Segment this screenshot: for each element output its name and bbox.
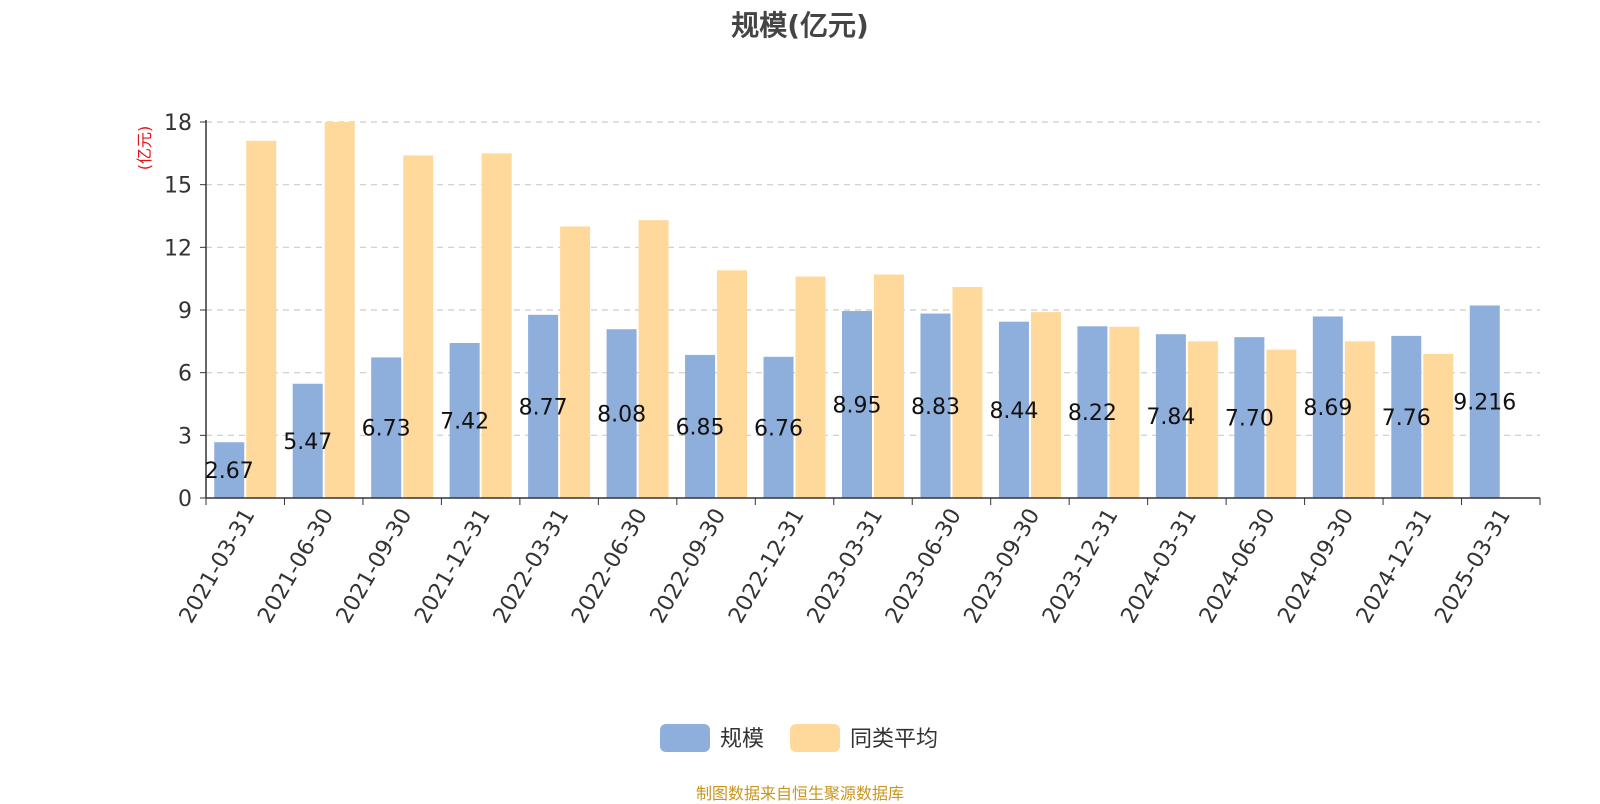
data-label: 7.84	[1146, 405, 1195, 430]
bar-chart: 0 3 6 9 12 15 18 (亿元) 2021-03-312021-06-302021-0…	[135, 111, 1541, 752]
legend-swatch	[660, 724, 710, 752]
data-label: 8.22	[1068, 401, 1117, 426]
bar-peer-average	[1344, 341, 1375, 498]
x-tick-label: 2023-03-31	[803, 505, 889, 628]
x-tick-label: 2022-09-30	[646, 505, 732, 628]
x-tick-label: 2023-12-31	[1038, 505, 1124, 628]
data-label: 8.77	[519, 395, 568, 420]
x-tick-label: 2023-09-30	[960, 505, 1046, 628]
bar-peer-average	[638, 220, 669, 498]
data-labels-layer: 2.67 5.47 6.73 7.42 8.77 8.08 6.85 6.76 8.95 8.83…	[205, 391, 1517, 484]
bar-scale	[1391, 335, 1422, 498]
chart-title: 规模(亿元)	[731, 9, 869, 42]
bar-scale	[1155, 334, 1186, 498]
bar-scale	[292, 383, 323, 498]
bar-peer-average	[324, 122, 355, 498]
y-tick-label: 6	[178, 362, 192, 387]
bar-scale	[1469, 305, 1500, 498]
y-tick-label: 3	[178, 424, 192, 449]
data-label: 7.76	[1382, 406, 1431, 431]
bar-scale	[998, 321, 1029, 498]
x-tick-label: 2022-06-30	[567, 505, 653, 628]
bar-scale	[842, 311, 872, 498]
bar-peer-average	[1187, 341, 1218, 498]
data-label: 8.44	[989, 399, 1038, 424]
data-label: 9.216	[1453, 391, 1516, 416]
x-tick-label: 2021-12-31	[410, 505, 496, 628]
x-tick-label: 2023-06-30	[881, 505, 967, 628]
x-tick-label: 2024-12-31	[1352, 505, 1438, 628]
bar-peer-average	[874, 274, 904, 498]
source-note: 制图数据来自恒生聚源数据库	[695, 784, 904, 803]
data-label: 6.73	[362, 417, 411, 442]
bar-scale	[1234, 337, 1265, 498]
data-label: 6.76	[754, 416, 803, 441]
bar-scale	[763, 356, 794, 498]
bar-peer-average	[795, 276, 826, 498]
bar-scale	[449, 343, 480, 498]
bar-peer-average	[1423, 353, 1454, 498]
y-tick-label: 18	[164, 111, 192, 136]
x-tick-label: 2021-09-30	[332, 505, 418, 628]
data-label: 5.47	[283, 430, 332, 455]
data-label: 8.69	[1303, 396, 1352, 421]
data-label: 2.67	[205, 459, 254, 484]
bar-peer-average	[1030, 312, 1061, 498]
bar-scale	[685, 354, 716, 498]
y-tick-label: 15	[164, 174, 192, 199]
bar-scale	[214, 442, 245, 498]
y-tick-label: 9	[178, 299, 192, 324]
bar-scale	[606, 329, 637, 498]
y-axis-title: (亿元)	[135, 126, 154, 171]
data-label: 6.85	[676, 415, 725, 440]
bar-scale	[1312, 316, 1343, 498]
bar-peer-average	[952, 287, 983, 498]
data-label: 7.70	[1225, 407, 1274, 432]
bar-peer-average	[717, 270, 748, 498]
legend-item[interactable]: 同类平均	[790, 724, 938, 752]
bar-scale	[1077, 326, 1108, 498]
bar-peer-average	[481, 153, 512, 499]
bar-peer-average	[560, 226, 591, 498]
legend-item[interactable]: 规模	[660, 724, 764, 752]
data-label: 8.08	[597, 403, 646, 428]
x-tick-label: 2025-03-31	[1430, 505, 1516, 628]
x-tick-label: 2024-03-31	[1116, 505, 1202, 628]
bar-peer-average	[403, 155, 434, 498]
data-label: 8.95	[833, 394, 882, 419]
x-tick-label: 2022-03-31	[489, 505, 575, 628]
x-tick-label: 2021-06-30	[253, 505, 339, 628]
bar-peer-average	[246, 140, 277, 499]
x-tick-label: 2024-06-30	[1195, 505, 1281, 628]
x-tick-label: 2021-03-31	[175, 505, 261, 628]
x-tick-label: 2024-09-30	[1273, 505, 1359, 628]
bar-peer-average	[1266, 349, 1297, 498]
legend-label: 规模	[720, 727, 764, 752]
x-tick-label: 2022-12-31	[724, 505, 810, 628]
legend-swatch	[790, 724, 840, 752]
bar-scale	[528, 314, 559, 498]
bar-scale	[920, 313, 951, 498]
bars-layer	[214, 122, 1500, 499]
bar-peer-average	[1109, 326, 1140, 498]
data-label: 7.42	[440, 410, 489, 435]
y-tick-label: 0	[178, 487, 192, 512]
legend-label: 同类平均	[850, 727, 938, 752]
legend: 规模 同类平均	[660, 724, 938, 752]
data-label: 8.83	[911, 395, 960, 420]
y-tick-label: 12	[164, 236, 192, 261]
bar-scale	[371, 357, 402, 498]
